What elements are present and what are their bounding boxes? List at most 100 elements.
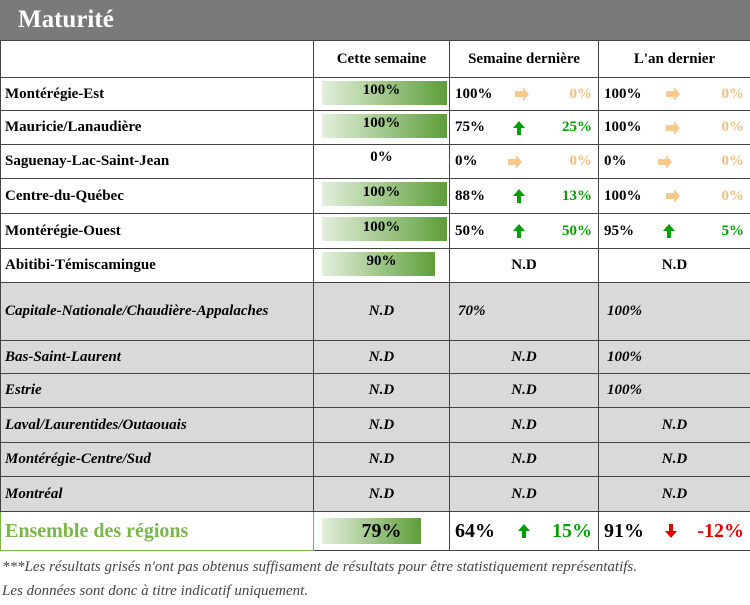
value-text: 100% [455, 85, 493, 102]
data-bar [322, 81, 447, 105]
change-text: 0% [721, 119, 745, 135]
table-row: Bas-Saint-Laurent N.D N.D 100% [0, 340, 750, 374]
table-row: Ensemble des régions 79% 64% 15% 91% -12% [0, 511, 750, 551]
nd-cell: N.D [598, 407, 750, 443]
header-cell [0, 40, 314, 78]
nd-cell: N.D [449, 340, 599, 374]
header-cell: L'an dernier [598, 40, 750, 78]
region-cell: Saguenay-Lac-Saint-Jean [0, 144, 314, 179]
bar-label: 0% [370, 149, 393, 165]
table-row: Montérégie-Ouest 100% 50% 50% 95% 5% [0, 213, 750, 249]
compare-group: 64% 15% [450, 520, 598, 543]
region-cell: Montérégie-Centre/Sud [0, 442, 314, 477]
compare-cell: 75% 25% [449, 110, 599, 145]
nd-cell: N.D [313, 442, 450, 477]
value-text: 0% [455, 153, 478, 169]
bar-cell: 100% [313, 110, 450, 145]
region-cell: Montréal [0, 476, 314, 512]
data-bar [322, 217, 447, 241]
compare-cell: 70% [449, 282, 599, 341]
trend-arrow [665, 120, 680, 135]
compare-cell: 95% 5% [598, 213, 750, 249]
nd-cell: N.D [598, 248, 750, 283]
table-row: Montérégie-Est 100% 100% 0% 100% 0% [0, 77, 750, 111]
region-cell: Mauricie/Lanaudière [0, 110, 314, 145]
note: Les données sont donc à titre indicatif … [2, 583, 309, 599]
compare-cell: 0% 0% [598, 144, 750, 179]
table-row: Capitale-Nationale/Chaudière-Appalaches N… [0, 282, 750, 341]
change-text: 0% [569, 85, 593, 102]
bar-label: 100% [362, 183, 401, 200]
trend-arrow [665, 189, 680, 203]
region-cell: Bas-Saint-Laurent [0, 340, 314, 374]
header-cell: Cette semaine [313, 40, 450, 78]
table-body: Montérégie-Est 100% 100% 0% 100% 0% Mauricie/L… [0, 77, 750, 551]
trend-arrow [512, 189, 525, 203]
trend-arrow [517, 524, 530, 538]
bar-cell: 100% [313, 178, 450, 214]
nd-cell: N.D [449, 476, 599, 512]
compare-cell: 100% 0% [449, 77, 599, 111]
region-cell: Capitale-Nationale/Chaudière-Appalaches [0, 282, 314, 341]
data-bar [322, 182, 447, 206]
table-row: Abitibi-Témiscamingue 90% N.D N.D [0, 248, 750, 283]
change-text: 0% [721, 85, 745, 102]
compare-group: 91% -12% [599, 520, 750, 543]
value-text: 100% [604, 85, 642, 102]
compare-group: 100% 0% [599, 187, 750, 205]
trend-arrow [663, 224, 675, 238]
table-row: Estrie N.D N.D 100% [0, 373, 750, 408]
compare-cell: 100% [598, 282, 750, 341]
bar-label: 100% [362, 218, 401, 235]
compare-group: 100% 0% [450, 85, 598, 103]
compare-group: 75% 25% [450, 119, 598, 137]
change-text: 0% [721, 187, 745, 204]
region-cell: Montérégie-Ouest [0, 213, 314, 249]
change-text: 25% [562, 119, 592, 135]
compare-group: 50% 50% [450, 222, 598, 240]
table-row: Centre-du-Québec 100% 88% 13% 100% 0% [0, 178, 750, 214]
maturity-table: Cette semaine Semaine dernière L'an dern… [0, 40, 750, 551]
trend-arrow [512, 120, 525, 135]
notes: ***Les résultats grisés n'ont pas obtenu… [0, 551, 750, 603]
compare-group: 100% 0% [599, 85, 750, 103]
value-text: 50% [455, 222, 485, 239]
change-text: 13% [562, 187, 592, 204]
compare-cell: 100% 0% [598, 110, 750, 145]
bar-cell: 0% [313, 144, 450, 179]
compare-cell: 100% [598, 373, 750, 408]
trend-arrow [515, 87, 530, 101]
table-row: Montréal N.D N.D N.D [0, 476, 750, 512]
note: ***Les résultats grisés n'ont pas obtenu… [2, 559, 638, 575]
data-bar [322, 518, 421, 544]
change-text: -12% [697, 519, 744, 542]
table-row: Laval/Laurentides/Outaouais N.D N.D N.D [0, 407, 750, 443]
bar-label: 100% [362, 81, 401, 98]
nd-cell: N.D [598, 442, 750, 477]
nd-cell: N.D [313, 373, 450, 408]
compare-group: 95% 5% [599, 222, 750, 240]
table-row: Saguenay-Lac-Saint-Jean 0% 0% 0% 0% 0% [0, 144, 750, 179]
header-cell: Semaine dernière [449, 40, 599, 78]
bar-cell: 79% [313, 511, 450, 551]
change-text: 0% [569, 153, 593, 169]
compare-cell: 64% 15% [449, 511, 599, 551]
nd-cell: N.D [598, 476, 750, 512]
value-text: 100% [604, 119, 642, 135]
value-text: 95% [604, 222, 634, 239]
compare-cell: 100% [598, 340, 750, 374]
nd-cell: N.D [449, 442, 599, 477]
value-text: 100% [607, 303, 642, 319]
bar-cell: 100% [313, 77, 450, 111]
trend-arrow [507, 154, 522, 169]
compare-cell: 50% 50% [449, 213, 599, 249]
nd-cell: N.D [313, 282, 450, 341]
value-text: 88% [455, 187, 485, 204]
value-text: 100% [607, 382, 642, 398]
bar-label: 79% [361, 519, 402, 542]
trend-arrow [664, 524, 677, 538]
value-text: 70% [458, 303, 486, 319]
value-text: 100% [604, 187, 642, 204]
compare-group: 100% 0% [599, 119, 750, 137]
